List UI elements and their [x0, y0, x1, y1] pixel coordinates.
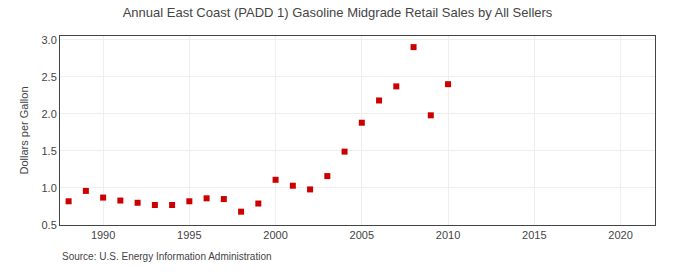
- svg-text:1995: 1995: [177, 229, 201, 241]
- svg-text:2.0: 2.0: [42, 108, 57, 120]
- svg-text:2.5: 2.5: [42, 71, 57, 83]
- svg-text:2005: 2005: [350, 229, 374, 241]
- svg-text:2020: 2020: [608, 229, 632, 241]
- svg-text:Dollars per Gallon: Dollars per Gallon: [18, 86, 30, 174]
- svg-text:2015: 2015: [522, 229, 546, 241]
- svg-text:3.0: 3.0: [42, 34, 57, 46]
- svg-text:1990: 1990: [91, 229, 115, 241]
- svg-text:0.5: 0.5: [42, 219, 57, 231]
- svg-text:1.5: 1.5: [42, 145, 57, 157]
- svg-text:1.0: 1.0: [42, 182, 57, 194]
- svg-text:Source: U.S. Energy Informatio: Source: U.S. Energy Information Administ…: [62, 251, 272, 262]
- svg-text:Annual East Coast (PADD 1) Gas: Annual East Coast (PADD 1) Gasoline Midg…: [123, 5, 553, 20]
- svg-text:2010: 2010: [436, 229, 460, 241]
- svg-text:2000: 2000: [263, 229, 287, 241]
